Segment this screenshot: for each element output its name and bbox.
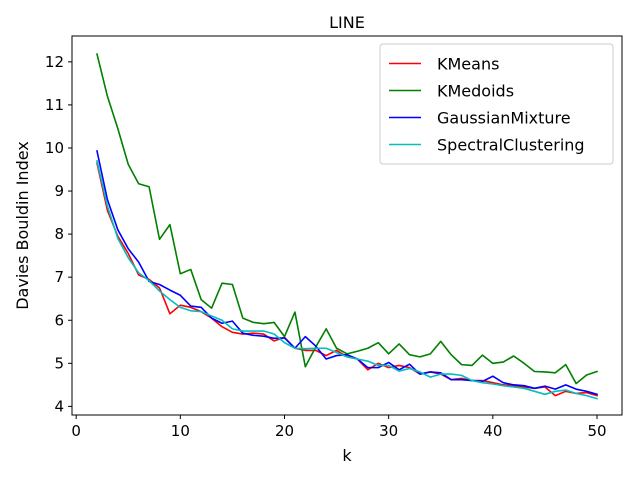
x-tick-label: 0 — [71, 422, 81, 440]
x-tick-label: 10 — [171, 422, 190, 440]
axes: 0 10 20 30 40 50 4 5 6 7 8 9 10 11 12 — [45, 35, 623, 440]
legend-box — [379, 43, 614, 165]
plot-area — [96, 53, 599, 400]
y-tick-label: 11 — [45, 96, 64, 114]
y-tick-label: 8 — [54, 225, 64, 243]
legend-label-gaussianmixture: GaussianMixture — [437, 109, 571, 128]
x-tick-label: 40 — [483, 422, 502, 440]
y-tick-label: 12 — [45, 53, 64, 71]
legend: KMeans KMedoids GaussianMixture SpectralClu… — [379, 43, 614, 165]
series-line-gaussianmixture — [96, 150, 598, 396]
legend-label-kmedoids: KMedoids — [437, 82, 514, 101]
axes-frame — [71, 35, 623, 416]
y-tick-label: 7 — [54, 268, 64, 286]
y-tick-label: 5 — [54, 354, 64, 372]
x-tick-label: 50 — [587, 422, 606, 440]
chart-title: LINE — [329, 13, 365, 32]
series-line-spectralclustering — [96, 159, 598, 400]
x-tick-label: 30 — [379, 422, 398, 440]
series-line-kmedoids — [96, 53, 599, 385]
series-line-kmeans — [96, 162, 598, 397]
legend-label-kmeans: KMeans — [437, 55, 499, 74]
x-tick-label: 20 — [275, 422, 294, 440]
y-tick-label: 9 — [54, 182, 64, 200]
y-tick-label: 10 — [45, 139, 64, 157]
legend-label-spectralclustering: SpectralClustering — [437, 136, 585, 155]
x-axis-label: k — [342, 446, 352, 465]
y-tick-label: 6 — [54, 311, 64, 329]
y-tick-label: 4 — [54, 397, 64, 415]
y-axis-label: Davies Bouldin Index — [13, 141, 32, 310]
